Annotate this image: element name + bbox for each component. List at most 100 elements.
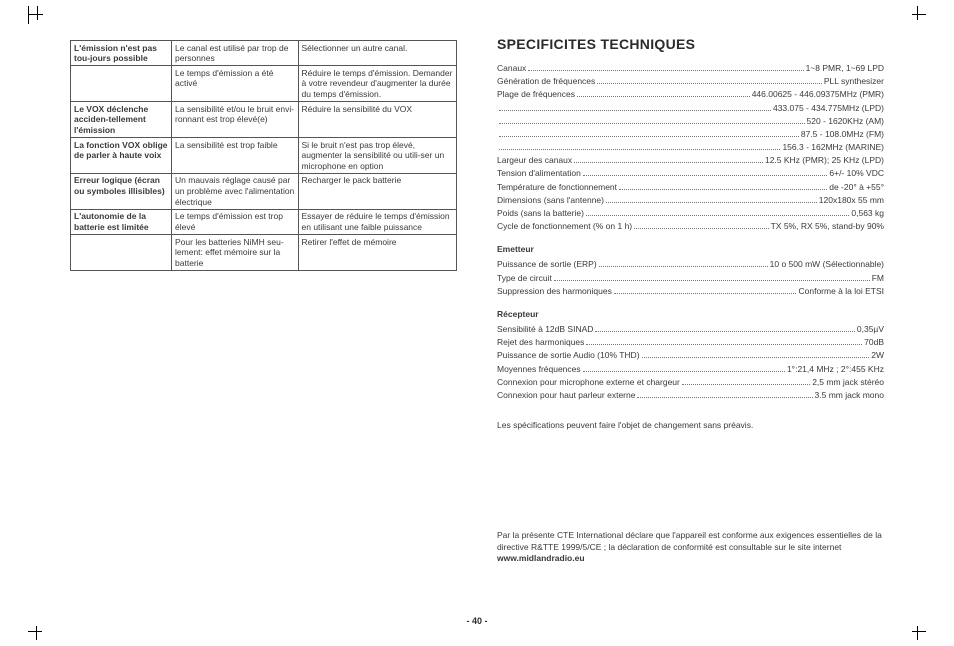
solution-cell: Si le bruit n'est pas trop élevé, augmen… xyxy=(298,138,457,174)
problem-cell: L'émission n'est pas tou-jours possible xyxy=(71,41,172,66)
dot-leader xyxy=(586,210,849,216)
spec-label: Canaux xyxy=(497,62,526,75)
solution-cell: Sélectionner un autre canal. xyxy=(298,41,457,66)
emitter-heading: Emetteur xyxy=(497,243,884,256)
spec-value: 10 o 500 mW (Sélectionnable) xyxy=(770,258,884,271)
spec-row: Puissance de sortie Audio (10% THD) 2W xyxy=(497,349,884,362)
table-row: Le VOX déclenche acciden-tellement l'émi… xyxy=(71,102,457,138)
cause-cell: Le canal est utilisé par trop de personn… xyxy=(172,41,298,66)
spec-value: TX 5%, RX 5%, stand-by 90% xyxy=(771,220,884,233)
spec-row: Génération de fréquencesPLL synthesizer xyxy=(497,75,884,88)
declaration-text: Par la présente CTE International déclar… xyxy=(497,530,882,551)
declaration-site: www.midlandradio.eu xyxy=(497,553,585,563)
specs-title: SPECIFICITES TECHNIQUES xyxy=(497,36,884,52)
spec-row: Plage de fréquences 446.00625 - 446.09375… xyxy=(497,88,884,101)
dot-leader xyxy=(614,288,797,294)
cause-cell: Un mauvais réglage causé par un problème… xyxy=(172,173,298,209)
spec-row: Connexion pour haut parleur externe 3.5 m… xyxy=(497,389,884,402)
dot-leader xyxy=(499,118,805,124)
spec-label: Poids (sans la batterie) xyxy=(497,207,584,220)
spec-value: 0,563 kg xyxy=(851,207,884,220)
spec-value: 520 - 1620KHz (AM) xyxy=(807,115,884,128)
spec-row: Suppression des harmoniques Conforme à la… xyxy=(497,285,884,298)
spec-value: 70dB xyxy=(864,336,884,349)
spec-label: Plage de fréquences xyxy=(497,88,575,101)
spec-label: Moyennes fréquences xyxy=(497,363,581,376)
spec-label: Rejet des harmoniques xyxy=(497,336,584,349)
spec-value: 12.5 KHz (PMR); 25 KHz (LPD) xyxy=(765,154,884,167)
spec-label: Connexion pour haut parleur externe xyxy=(497,389,635,402)
dot-leader xyxy=(634,223,768,229)
specs-general: Canaux 1~8 PMR, 1~69 LPDGénération de fré… xyxy=(497,62,884,233)
spec-label: Largeur des canaux xyxy=(497,154,572,167)
table-row: L'émission n'est pas tou-jours possibleL… xyxy=(71,41,457,66)
dot-leader xyxy=(597,78,822,84)
dot-leader xyxy=(637,392,812,398)
specs-emitter: Emetteur Puissance de sortie (ERP)10 o 5… xyxy=(497,243,884,298)
spec-row: Cycle de fonctionnement (% on 1 h) TX 5%,… xyxy=(497,220,884,233)
table-row: Erreur logique (écran ou symboles illisi… xyxy=(71,173,457,209)
spec-label: Suppression des harmoniques xyxy=(497,285,612,298)
dot-leader xyxy=(499,144,780,150)
spec-value: Conforme à la loi ETSI xyxy=(798,285,884,298)
problem-cell: Le VOX déclenche acciden-tellement l'émi… xyxy=(71,102,172,138)
spec-label: Tension d'alimentation xyxy=(497,167,581,180)
spec-row: 87.5 - 108.0MHz (FM) xyxy=(497,128,884,141)
spec-row: Dimensions (sans l'antenne)120x180x 55 m… xyxy=(497,194,884,207)
cause-cell: La sensibilité et/ou le bruit envi-ronna… xyxy=(172,102,298,138)
troubleshooting-table: L'émission n'est pas tou-jours possibleL… xyxy=(70,40,457,271)
spec-value: PLL synthesizer xyxy=(824,75,884,88)
dot-leader xyxy=(583,170,828,176)
solution-cell: Essayer de réduire le temps d'émission e… xyxy=(298,209,457,234)
cause-cell: La sensibilité est trop faible xyxy=(172,138,298,174)
dot-leader xyxy=(599,261,768,267)
spec-value: 1°:21,4 MHz ; 2°:455 KHz xyxy=(787,363,884,376)
spec-value: de -20° à +55° xyxy=(829,181,884,194)
dot-leader xyxy=(619,184,827,190)
spec-value: 1~8 PMR, 1~69 LPD xyxy=(806,62,884,75)
spec-value: 433.075 - 434.775MHz (LPD) xyxy=(773,102,884,115)
spec-value: 6+/- 10% VDC xyxy=(829,167,884,180)
dot-leader xyxy=(574,157,763,163)
solution-cell: Réduire le temps d'émission. Demander à … xyxy=(298,66,457,102)
declaration: Par la présente CTE International déclar… xyxy=(497,530,884,564)
receiver-heading: Récepteur xyxy=(497,308,884,321)
spec-value: 87.5 - 108.0MHz (FM) xyxy=(801,128,884,141)
spec-row: Largeur des canaux 12.5 KHz (PMR); 25 KHz… xyxy=(497,154,884,167)
dot-leader xyxy=(682,379,810,385)
spec-row: Type de circuitFM xyxy=(497,272,884,285)
table-row: Pour les batteries NiMH seu-lement: effe… xyxy=(71,235,457,271)
spec-row: Tension d'alimentation 6+/- 10% VDC xyxy=(497,167,884,180)
spec-value: 156.3 - 162MHz (MARINE) xyxy=(782,141,884,154)
crop-mark-tr xyxy=(908,6,926,24)
problem-cell: L'autonomie de la batterie est limitée xyxy=(71,209,172,234)
spec-value: FM xyxy=(872,272,884,285)
spec-label: Cycle de fonctionnement (% on 1 h) xyxy=(497,220,632,233)
spec-value: 446.00625 - 446.09375MHz (PMR) xyxy=(752,88,884,101)
dot-leader xyxy=(577,91,750,97)
problem-cell xyxy=(71,66,172,102)
solution-cell: Retirer l'effet de mémoire xyxy=(298,235,457,271)
spec-value: 3.5 mm jack mono xyxy=(815,389,884,402)
spec-row: Canaux 1~8 PMR, 1~69 LPD xyxy=(497,62,884,75)
table-row: L'autonomie de la batterie est limitéeLe… xyxy=(71,209,457,234)
cause-cell: Le temps d'émission est trop élevé xyxy=(172,209,298,234)
spec-label: Puissance de sortie Audio (10% THD) xyxy=(497,349,640,362)
specs-receiver: Récepteur Sensibilité à 12dB SINAD0,35µV… xyxy=(497,308,884,402)
spec-value: 2W xyxy=(871,349,884,362)
problem-cell: Erreur logique (écran ou symboles illisi… xyxy=(71,173,172,209)
spec-row: Rejet des harmoniques 70dB xyxy=(497,336,884,349)
spec-value: 2,5 mm jack stéréo xyxy=(812,376,884,389)
spec-row: Sensibilité à 12dB SINAD0,35µV xyxy=(497,323,884,336)
dot-leader xyxy=(586,339,862,345)
dot-leader xyxy=(606,197,817,203)
spec-row: Température de fonctionnementde -20° à +… xyxy=(497,181,884,194)
dot-leader xyxy=(642,353,870,359)
spec-label: Sensibilité à 12dB SINAD xyxy=(497,323,593,336)
dot-leader xyxy=(499,131,799,137)
table-row: La fonction VOX oblige de parler à haute… xyxy=(71,138,457,174)
spec-row: 433.075 - 434.775MHz (LPD) xyxy=(497,102,884,115)
dot-leader xyxy=(528,65,803,71)
right-column: SPECIFICITES TECHNIQUES Canaux 1~8 PMR, 1… xyxy=(497,30,884,616)
dot-leader xyxy=(554,275,870,281)
